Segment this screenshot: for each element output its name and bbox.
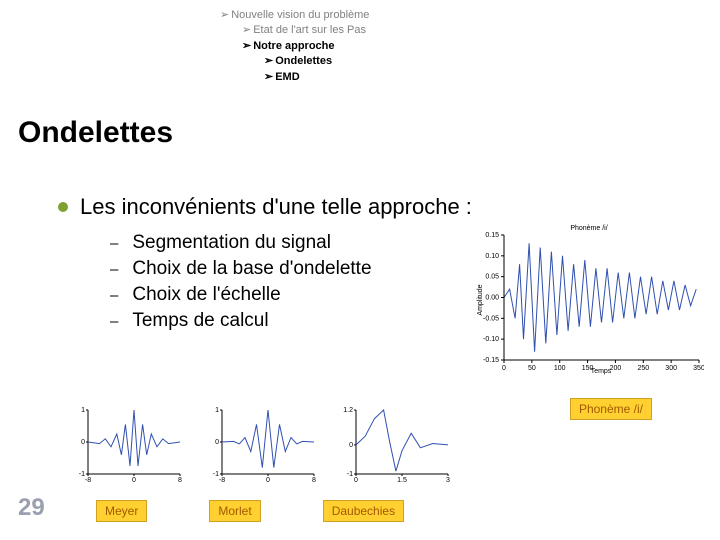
x-axis-label: Temps [591,368,612,375]
svg-text:0: 0 [215,439,219,446]
svg-text:1: 1 [81,407,85,414]
sub-bullet-text: Segmentation du signal [132,232,331,254]
svg-text:0.10: 0.10 [485,253,499,260]
sub-bullet-text: Choix de la base d'ondelette [132,258,371,280]
wavelet-badge-daubechies: Daubechies [323,500,404,522]
dash-icon: – [110,235,118,252]
svg-text:200: 200 [610,365,622,372]
svg-text:0: 0 [354,477,358,484]
main-bullet: Les inconvénients d'une telle approche : [58,194,472,220]
dash-icon: – [110,261,118,278]
svg-text:1.2: 1.2 [343,407,353,414]
svg-text:-0.15: -0.15 [483,357,499,364]
bullet-icon [58,202,68,212]
svg-text:300: 300 [665,365,677,372]
svg-text:-1: -1 [213,471,219,478]
svg-text:0.05: 0.05 [485,274,499,281]
svg-text:0: 0 [132,477,136,484]
crumb-text: Notre approche [253,40,334,52]
wavelet-badge-meyer: Meyer [96,500,147,522]
svg-text:1: 1 [215,407,219,414]
y-axis-label: Amplitude [477,284,484,315]
morlet-chart: -8 0 8 -1 0 1 [208,404,318,484]
main-bullet-text: Les inconvénients d'une telle approche : [80,194,472,220]
dash-icon: – [110,313,118,330]
chart-title: Phonème /i/ [570,225,607,232]
slide-number: 29 [18,494,45,522]
svg-text:250: 250 [637,365,649,372]
svg-text:1.5: 1.5 [397,477,407,484]
crumb-text: Ondelettes [275,55,332,67]
wavelet-labels: Meyer Morlet Daubechies [96,500,404,522]
svg-text:350: 350 [693,365,704,372]
svg-text:0.00: 0.00 [485,295,499,302]
svg-text:0: 0 [81,439,85,446]
svg-text:100: 100 [554,365,566,372]
svg-text:-8: -8 [85,477,91,484]
meyer-chart: -8 0 8 -1 0 1 [74,404,184,484]
wavelet-charts: -808-101 -808-101 01.53-101.2 [74,404,452,484]
sub-bullets: –Segmentation du signal –Choix de la bas… [110,232,372,336]
crumb-text: EMD [275,71,299,83]
svg-text:50: 50 [528,365,536,372]
dash-icon: – [110,287,118,304]
svg-text:-0.10: -0.10 [483,336,499,343]
svg-text:-1: -1 [347,471,353,478]
page-title: Ondelettes [18,116,173,150]
crumb-text: Nouvelle vision du problème [231,9,369,21]
svg-text:0: 0 [502,365,506,372]
svg-text:0: 0 [266,477,270,484]
svg-text:0: 0 [349,442,353,449]
svg-text:8: 8 [178,477,182,484]
breadcrumb: ➢Nouvelle vision du problème ➢Etat de l'… [220,8,369,85]
svg-text:3: 3 [446,477,450,484]
crumb-text: Etat de l'art sur les Pas [253,24,366,36]
svg-text:8: 8 [312,477,316,484]
phoneme-chart: Phonème /i/ 050100150200250300350-0.15-0… [474,220,704,375]
daubechies-chart: 01.53-101.2 [342,404,452,484]
wavelet-badge-morlet: Morlet [209,500,260,522]
phoneme-badge: Phonème /i/ [570,398,652,420]
svg-text:-1: -1 [79,471,85,478]
svg-text:0.15: 0.15 [485,232,499,239]
svg-text:-8: -8 [219,477,225,484]
sub-bullet-text: Temps de calcul [132,310,268,332]
svg-text:-0.05: -0.05 [483,315,499,322]
sub-bullet-text: Choix de l'échelle [132,284,280,306]
